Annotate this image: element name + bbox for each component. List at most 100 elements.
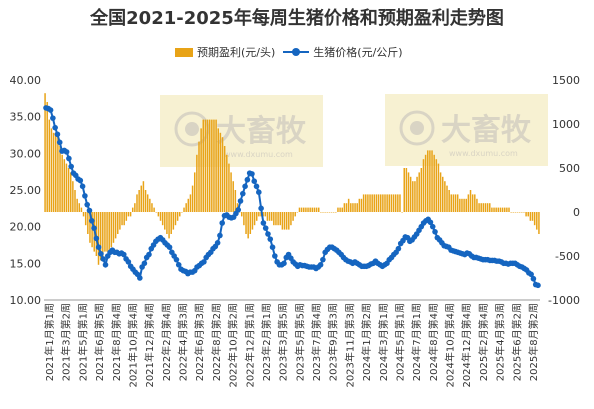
profit-bar [67,168,70,212]
x-tick-label: 2023年11月第3周 [343,303,356,388]
profit-bar [176,212,179,221]
profit-bar [255,212,258,221]
profit-bar [322,212,324,213]
price-point [395,245,402,252]
price-point [265,231,271,237]
profit-bar [181,212,183,213]
profit-bar [347,198,350,212]
profit-bar [161,212,164,226]
profit-bar [253,212,256,226]
watermark-url: www.dxumu.com [449,149,518,158]
profit-bar [394,194,397,212]
x-tick-label: 2021年6月第5周 [93,303,106,381]
x-tick-label: 2023年7月第4周 [310,303,323,381]
profit-bar [491,207,493,212]
profit-bar [420,168,423,212]
profit-bar [153,207,155,212]
profit-bar [377,194,380,212]
price-point [77,177,84,184]
profit-bar [439,172,442,212]
profit-bar [501,207,504,212]
profit-bar [211,119,213,212]
watermark-logo-dot-icon [410,121,424,135]
profit-bar [185,203,187,212]
price-point [258,205,264,212]
profit-bar [309,207,311,212]
profit-bar [251,212,254,230]
price-point [535,282,541,289]
y-left-tick-label: 40.00 [10,74,42,87]
profit-bar [151,203,153,212]
profit-bar [390,194,393,212]
profit-bar [506,207,508,212]
x-tick-label: 2023年9月第3周 [327,303,340,381]
profit-bar [249,212,252,234]
profit-bar [450,194,453,212]
price-point [146,251,152,258]
y-left-tick-label: 35.00 [10,111,42,124]
profit-bar [114,212,117,239]
price-point [95,244,102,250]
price-point [253,183,260,190]
profit-bar [518,212,521,213]
price-point [240,190,246,197]
profit-bar [305,207,307,212]
y-right-tick-label: 1000 [552,118,580,131]
profit-bar [138,190,140,212]
profit-bar [431,150,433,212]
profit-bar [452,194,455,212]
profit-bar [241,212,243,217]
profit-bar [268,212,271,221]
profit-bar [290,212,292,226]
profit-bar [172,212,175,230]
x-tick-label: 2022年2月第4周 [160,303,173,381]
price-point [432,229,438,235]
profit-bar [469,190,472,212]
x-tick-label: 2023年3月第5周 [277,303,290,381]
price-point [125,259,132,265]
profit-bar [213,119,215,212]
price-point [88,218,95,224]
profit-bar [283,212,286,230]
profit-bar [238,212,241,213]
profit-bar [55,132,57,212]
profit-bar [198,141,200,212]
profit-bar [497,207,500,212]
price-point [269,244,276,250]
profit-bar [112,212,115,243]
profit-bar [365,194,367,212]
profit-bar [461,198,463,212]
price-point [91,225,97,231]
profit-bar [277,212,279,226]
price-point [530,275,537,282]
profit-bar [149,198,151,212]
profit-bar [352,203,354,212]
y-right-tick-label: 1500 [552,74,580,87]
profit-bar [401,212,403,213]
profit-bar [459,198,461,212]
profit-bar [339,207,341,212]
profit-bar [234,190,237,212]
legend-label-price: 生猪价格(元/公斤) [313,46,403,59]
profit-bar [226,154,228,212]
profit-bar [373,194,376,212]
profit-bar [294,212,296,217]
profit-bar [503,207,506,212]
y-right-tick-label: -1000 [548,294,580,307]
profit-bar [437,163,440,212]
watermark-brand: 大畜牧 [216,114,307,149]
profit-bar [140,185,143,212]
profit-bar [508,207,510,212]
profit-bar [392,194,395,212]
price-point [141,260,148,267]
price-point [137,275,143,281]
watermark-logo-dot-icon [185,122,199,136]
profit-bar [46,102,48,212]
profit-bar [499,207,502,212]
profit-bar [44,93,46,212]
price-point [260,220,267,226]
profit-bar [65,163,68,212]
profit-bar [427,150,429,212]
